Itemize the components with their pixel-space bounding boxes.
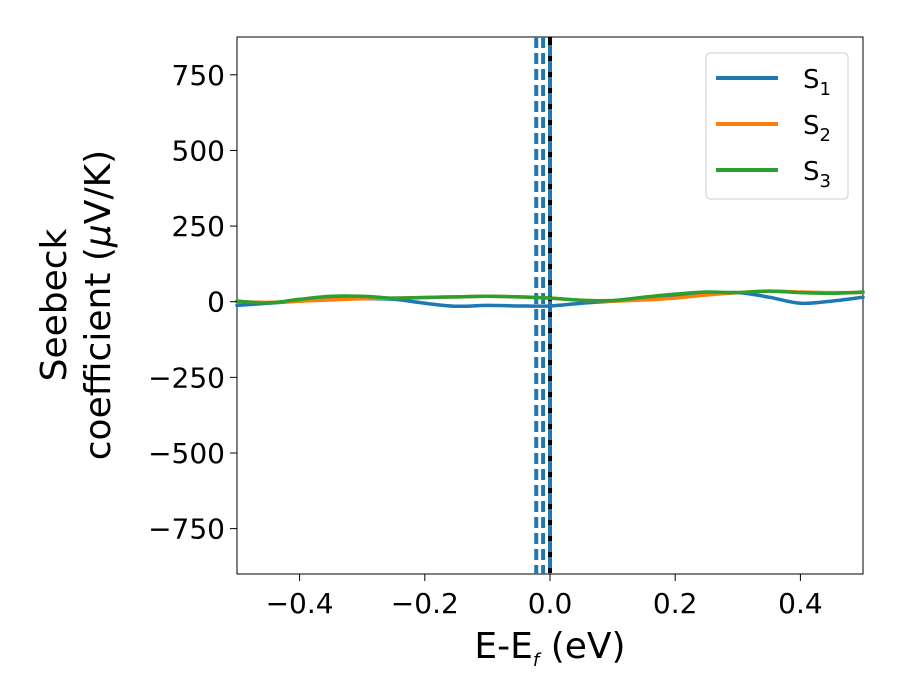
y-axis-label-line1: Seebeck [34,228,75,381]
y-tick-label: 500 [172,134,225,167]
x-axis-ticks: −0.4 −0.2 0.0 0.2 0.4 [266,574,823,620]
y-axis-ticks: 750 500 250 0 −250 −500 −750 [148,59,237,546]
x-tick-label: 0.0 [528,587,573,620]
y-tick-label: −250 [148,361,225,394]
legend-label-s1: S1 [803,65,831,100]
y-tick-label: 0 [207,286,225,319]
y-axis-label: Seebeck coefficient (μV/K) [34,150,119,460]
x-tick-label: −0.4 [266,587,334,620]
legend: S1 S2 S3 [705,52,849,200]
y-tick-label: 750 [172,59,225,92]
series-lines [235,289,865,309]
x-axis-label: E-Ef (eV) [474,626,625,671]
x-tick-label: 0.4 [778,587,823,620]
y-axis-label-line2: coefficient (μV/K) [78,150,119,460]
legend-label-s3: S3 [803,157,831,192]
y-tick-label: −500 [148,437,225,470]
legend-label-s2: S2 [803,111,831,146]
vertical-reference-lines [534,37,552,574]
y-tick-label: 250 [172,210,225,243]
y-tick-label: −750 [148,513,225,546]
x-tick-label: −0.2 [391,587,459,620]
x-tick-label: 0.2 [653,587,698,620]
series-line-s3 [235,289,865,305]
